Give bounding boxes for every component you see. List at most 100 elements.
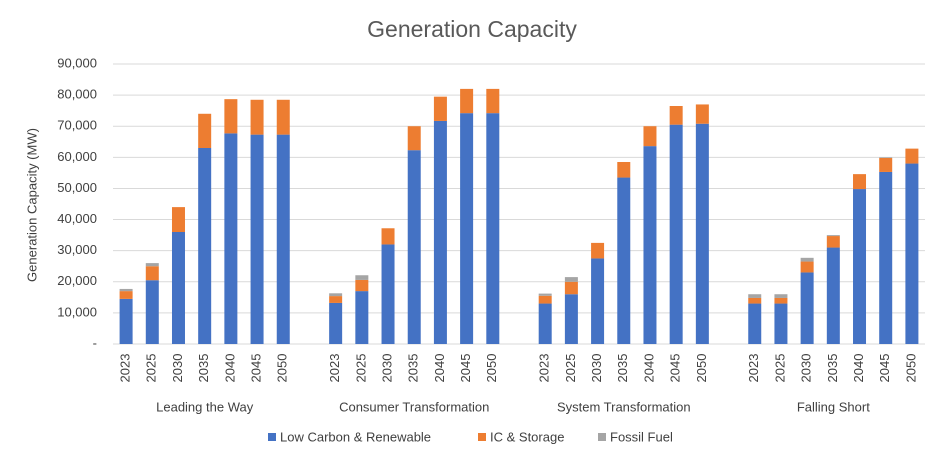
bar-segment — [774, 303, 788, 344]
bar-segment — [276, 99, 290, 135]
x-tick-label: 2035 — [406, 354, 421, 383]
x-tick-label: 2040 — [641, 354, 656, 383]
bar-segment — [460, 88, 474, 114]
bar-segment — [460, 113, 474, 345]
bar-segment — [564, 281, 578, 295]
bar-segment — [329, 293, 343, 297]
y-axis-title: Generation Capacity (MW) — [24, 128, 39, 282]
y-tick-label: 30,000 — [57, 242, 97, 257]
x-tick-label: 2025 — [772, 354, 787, 383]
bar-segment — [748, 297, 762, 304]
legend-label: IC & Storage — [490, 429, 564, 444]
x-tick-label: 2030 — [589, 354, 604, 383]
bar-segment — [538, 295, 552, 304]
x-tick-label: 2050 — [694, 354, 709, 383]
x-tick-label: 2025 — [563, 354, 578, 383]
legend-swatch — [268, 433, 276, 441]
bar-segment — [276, 134, 290, 344]
bar-segment — [669, 124, 683, 345]
bar-segment — [355, 275, 369, 280]
bar-segment — [407, 126, 421, 151]
x-tick-label: 2040 — [222, 354, 237, 383]
bar-segment — [617, 162, 631, 178]
bar-segment — [853, 189, 867, 344]
bar-segment — [905, 148, 919, 164]
bar-segment — [564, 277, 578, 282]
bar-segment — [171, 207, 185, 232]
group-label: Leading the Way — [156, 399, 254, 414]
y-tick-label: 60,000 — [57, 149, 97, 164]
bar-segment — [643, 146, 657, 344]
legend-swatch — [598, 433, 606, 441]
bar-segment — [486, 113, 500, 345]
x-tick-label: 2030 — [379, 354, 394, 383]
x-tick-label: 2023 — [118, 354, 133, 383]
bar-segment — [826, 247, 840, 344]
x-tick-label: 2050 — [484, 354, 499, 383]
legend-swatch — [478, 433, 486, 441]
bar-segment — [198, 113, 212, 148]
bar-segment — [695, 123, 709, 344]
bar-segment — [433, 96, 447, 121]
bar-segment — [643, 126, 657, 147]
group-label: System Transformation — [557, 399, 691, 414]
x-tick-label: 2050 — [903, 354, 918, 383]
bar-segment — [145, 280, 159, 344]
bar-segment — [774, 294, 788, 298]
y-tick-label: 90,000 — [57, 55, 97, 70]
x-tick-label: 2035 — [615, 354, 630, 383]
bar-segment — [119, 298, 133, 344]
bar-segment — [591, 242, 605, 259]
chart-title: Generation Capacity — [367, 16, 577, 42]
bar-segment — [355, 291, 369, 344]
bar-segment — [486, 88, 500, 114]
x-tick-label: 2035 — [196, 354, 211, 383]
legend-label: Low Carbon & Renewable — [280, 429, 431, 444]
legend-label: Fossil Fuel — [610, 429, 673, 444]
bar-segment — [748, 303, 762, 344]
bar-segment — [774, 297, 788, 304]
bar-segment — [826, 236, 840, 248]
bar-segment — [224, 133, 238, 344]
bar-segment — [617, 177, 631, 344]
bar-segment — [381, 244, 395, 344]
bar-segment — [171, 232, 185, 344]
bar-segment — [119, 288, 133, 292]
bar-segment — [800, 257, 814, 262]
bar-segment — [145, 266, 159, 281]
x-tick-label: 2030 — [170, 354, 185, 383]
bar-segment — [538, 303, 552, 344]
bar-segment — [145, 263, 159, 267]
y-tick-label: 10,000 — [57, 304, 97, 319]
x-tick-label: 2023 — [327, 354, 342, 383]
bar-segment — [905, 163, 919, 344]
bar-segment — [329, 302, 343, 344]
bar-segment — [564, 294, 578, 344]
y-tick-label: - — [93, 335, 97, 350]
x-tick-label: 2023 — [537, 354, 552, 383]
x-tick-label: 2023 — [746, 354, 761, 383]
bar-segment — [538, 293, 552, 296]
bar-segment — [250, 134, 264, 344]
group-label: Consumer Transformation — [339, 399, 489, 414]
bar-segment — [591, 258, 605, 344]
bar-segment — [748, 294, 762, 298]
y-tick-label: 80,000 — [57, 87, 97, 102]
bar-segment — [879, 157, 893, 172]
bar-segment — [250, 99, 264, 135]
bar-segment — [669, 106, 683, 125]
bar-segment — [800, 261, 814, 273]
bar-segment — [879, 157, 893, 158]
x-tick-label: 2045 — [668, 354, 683, 383]
y-tick-label: 40,000 — [57, 211, 97, 226]
x-tick-label: 2040 — [432, 354, 447, 383]
bar-segment — [800, 272, 814, 344]
bar-segment — [329, 296, 343, 303]
bar-segment — [879, 171, 893, 344]
x-tick-label: 2045 — [877, 354, 892, 383]
x-tick-label: 2025 — [144, 354, 159, 383]
bar-segment — [355, 279, 369, 292]
bar-segment — [224, 99, 238, 134]
